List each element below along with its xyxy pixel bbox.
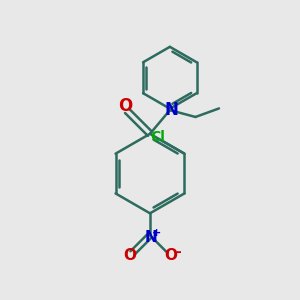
Text: Cl: Cl bbox=[151, 130, 165, 145]
Text: N: N bbox=[144, 230, 157, 245]
Text: +: + bbox=[152, 228, 161, 238]
Text: O: O bbox=[118, 98, 133, 116]
Text: O: O bbox=[123, 248, 136, 263]
Text: N: N bbox=[164, 101, 178, 119]
Text: O: O bbox=[164, 248, 177, 263]
Text: -: - bbox=[175, 244, 181, 259]
